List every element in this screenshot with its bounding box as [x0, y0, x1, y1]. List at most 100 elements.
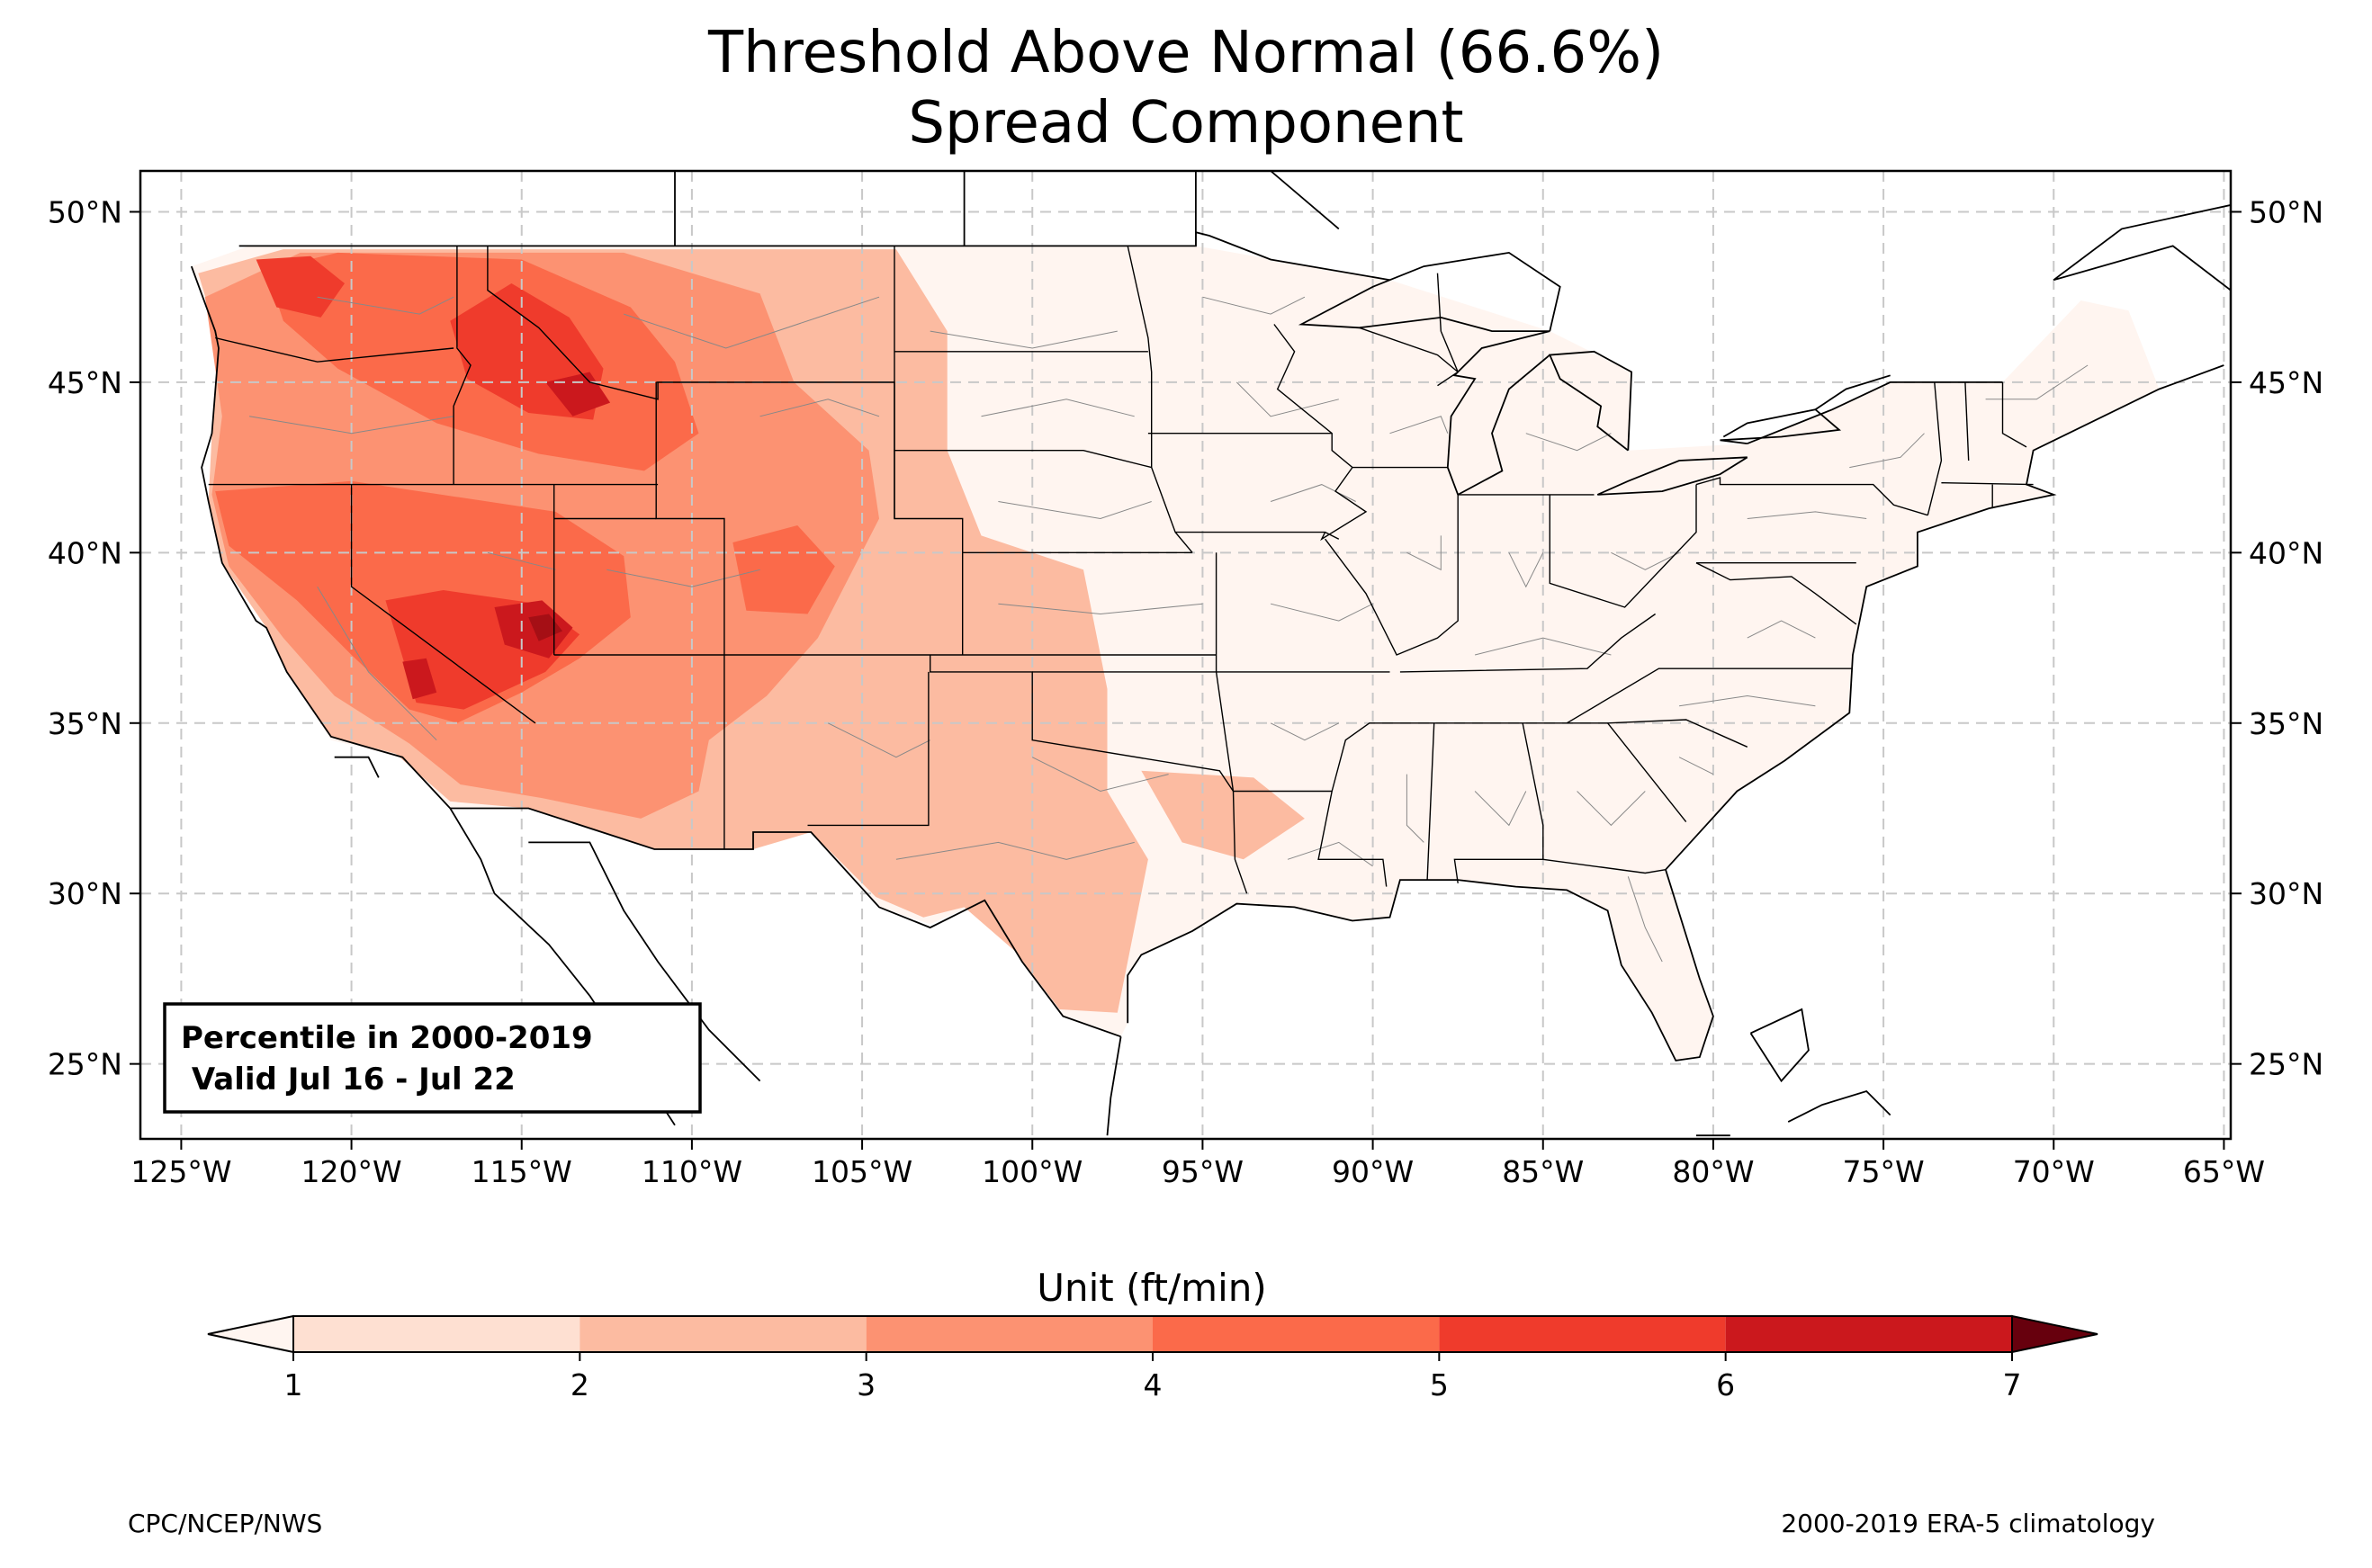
- state-border: [453, 246, 472, 485]
- state-border: [1127, 246, 1153, 468]
- colorbar-title: Unit (ft/min): [1037, 1266, 1267, 1310]
- longitude-ticks: 125°W 120°W 115°W 110°W 105°W 100°W 95°W 90°W 85…: [130, 1139, 2265, 1189]
- info-box-line-1: Percentile in 2000-2019: [181, 1020, 593, 1056]
- lat-tick-label-left: 30°N: [48, 876, 122, 911]
- state-border: [1941, 482, 2034, 486]
- county-line: [1406, 774, 1424, 843]
- state-border: [1695, 562, 1857, 625]
- colorbar-tick-label: 1: [284, 1367, 303, 1402]
- coastline: [1814, 374, 1891, 410]
- info-box-line-2: Valid Jul 16 - Jul 22: [181, 1062, 516, 1098]
- coastline: [2053, 204, 2231, 291]
- state-border: [1607, 719, 1748, 748]
- lon-tick-label: 100°W: [982, 1154, 1083, 1189]
- latitude-ticks: 50°N 50°N 45°N 45°N 40°N 40°N 35°N 35°N 30°N 30°N…: [48, 194, 2323, 1081]
- coastline: [190, 265, 676, 1126]
- coastline: [1127, 364, 2224, 1062]
- state-border: [1964, 381, 1970, 461]
- coastline: [1106, 1036, 1122, 1136]
- lat-tick-label-left: 45°N: [48, 365, 122, 400]
- county-line: [1474, 637, 1612, 656]
- state-boundaries: [208, 171, 2034, 1038]
- state-border: [1695, 477, 1928, 516]
- international-border: [238, 231, 1390, 282]
- colorbar-cells: [207, 1314, 2098, 1354]
- county-line: [1235, 381, 1339, 417]
- state-border: [1399, 613, 1657, 673]
- county-line: [624, 296, 880, 349]
- state-border: [1331, 668, 1853, 792]
- international-border: [450, 807, 1121, 1038]
- colorbar-tick-label: 3: [857, 1367, 876, 1402]
- county-line: [1202, 296, 1306, 315]
- county-line: [930, 330, 1118, 349]
- county-line: [249, 416, 454, 435]
- contour-fill-west-level4-colorado: [732, 525, 835, 614]
- colorbar-cell: [866, 1316, 1153, 1352]
- county-line: [1678, 757, 1714, 775]
- county-line: [1679, 694, 1816, 707]
- lat-tick-label-left: 35°N: [48, 706, 122, 741]
- lat-tick-label-right: 25°N: [2249, 1047, 2323, 1082]
- county-line: [317, 586, 437, 741]
- county-line: [759, 399, 880, 417]
- colorbar-cell: [293, 1316, 580, 1352]
- state-border: [1359, 327, 1459, 373]
- lon-tick-label: 120°W: [301, 1154, 402, 1189]
- state-border: [350, 484, 536, 724]
- map-subtitle: Spread Component: [908, 90, 1463, 157]
- county-line: [1627, 876, 1663, 963]
- county-line: [827, 722, 930, 758]
- county-line: [1270, 603, 1373, 622]
- state-border: [2001, 381, 2027, 448]
- coastline: [1747, 381, 2003, 444]
- coastline: [1596, 456, 1748, 496]
- county-line: [1525, 433, 1612, 452]
- state-border: [1233, 790, 1388, 887]
- county-line: [1577, 791, 1646, 827]
- lat-tick-label-left: 50°N: [48, 194, 122, 229]
- colorbar-ticks: 1 2 3 4 5 6 7: [284, 1352, 2022, 1402]
- lon-tick-label: 80°W: [1672, 1154, 1754, 1189]
- county-line: [1031, 757, 1169, 793]
- footer-climatology: 2000-2019 ERA-5 climatology: [1781, 1509, 2155, 1538]
- colorbar-cell: [1439, 1316, 1726, 1352]
- lon-tick-label: 95°W: [1162, 1154, 1244, 1189]
- colorbar: Unit (ft/min) 1 2 3 4 5 6 7: [207, 1266, 2098, 1402]
- state-border: [1325, 494, 1459, 656]
- county-line: [1389, 416, 1449, 435]
- county-line: [487, 551, 556, 570]
- state-border: [807, 671, 930, 827]
- state-border: [1542, 858, 1667, 874]
- lat-tick-label-right: 40°N: [2249, 535, 2323, 570]
- colorbar-cell: [1725, 1316, 2012, 1352]
- lon-tick-label: 105°W: [812, 1154, 912, 1189]
- map-frame: [139, 169, 2233, 1141]
- footer-source: CPC/NCEP/NWS: [128, 1509, 322, 1538]
- county-line: [1849, 433, 1925, 469]
- colorbar-tick-label: 7: [2003, 1367, 2022, 1402]
- colorbar-cell: [1153, 1316, 1440, 1352]
- county-line: [981, 399, 1135, 417]
- island-outline: [334, 756, 380, 778]
- coastlines: [190, 171, 2231, 1137]
- county-line: [1406, 535, 1442, 571]
- lon-tick-label: 75°W: [1843, 1154, 1925, 1189]
- county-line: [1270, 484, 1356, 502]
- county-line: [1508, 552, 1544, 588]
- state-border: [1320, 467, 1368, 542]
- lat-tick-label-right: 30°N: [2249, 876, 2323, 911]
- island-outline: [1749, 1008, 1810, 1083]
- contour-fill-sierra-level6: [402, 658, 437, 700]
- info-box: Percentile in 2000-2019 Valid Jul 16 - J…: [163, 1002, 702, 1114]
- lon-tick-label: 90°W: [1332, 1154, 1414, 1189]
- lat-tick-label-right: 35°N: [2249, 706, 2323, 741]
- county-line: [1287, 841, 1373, 867]
- lat-tick-label-left: 40°N: [48, 535, 122, 570]
- map-content: [140, 171, 2231, 1139]
- state-border: [655, 381, 725, 849]
- colorbar-cell: [580, 1316, 867, 1352]
- state-border: [1549, 484, 1697, 608]
- lat-tick-label-left: 25°N: [48, 1047, 122, 1082]
